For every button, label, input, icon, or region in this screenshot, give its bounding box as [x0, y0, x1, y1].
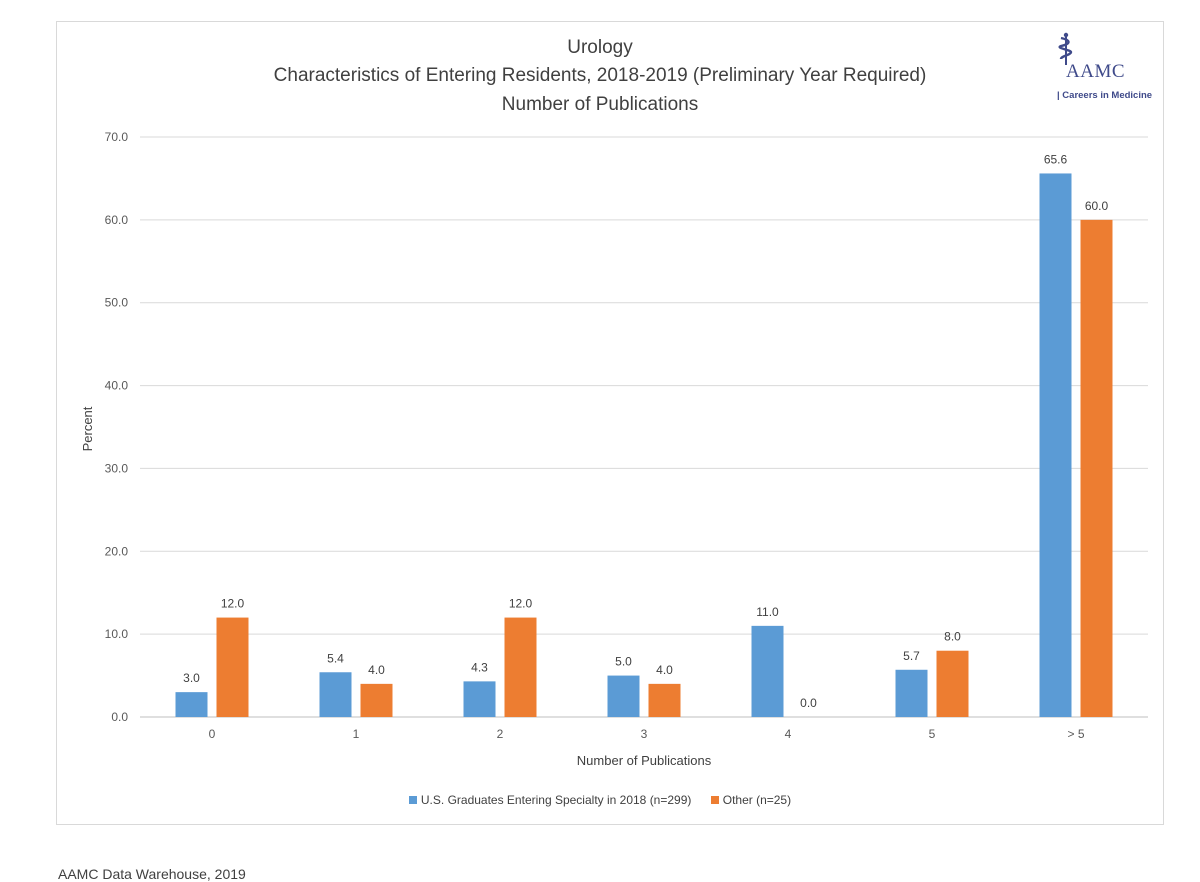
bar-series-1	[463, 681, 496, 717]
bar-series-2	[360, 683, 393, 717]
y-tick-label: 20.0	[105, 544, 129, 558]
legend-label-series-2: Other (n=25)	[722, 793, 792, 807]
data-label: 12.0	[509, 597, 533, 611]
caduceus-icon	[1058, 32, 1073, 65]
data-label: 5.4	[327, 651, 344, 665]
bar-series-2	[648, 683, 681, 717]
legend-label-series-1: U.S. Graduates Entering Specialty in 201…	[420, 793, 692, 807]
data-label: 0.0	[800, 696, 817, 710]
x-tick-label: 2	[497, 727, 504, 741]
x-tick-label: 4	[785, 727, 792, 741]
bar-series-2	[216, 617, 249, 717]
bar-series-1	[895, 669, 928, 717]
y-tick-label: 40.0	[105, 379, 129, 393]
data-label: 8.0	[944, 630, 961, 644]
legend-item-series-1: U.S. Graduates Entering Specialty in 201…	[408, 793, 692, 807]
legend-item-series-2: Other (n=25)	[710, 793, 792, 807]
x-tick-label: 0	[209, 727, 216, 741]
bar-series-2	[504, 617, 537, 717]
x-axis-title: Number of Publications	[577, 753, 712, 768]
bar-series-1	[175, 692, 208, 717]
bar-series-1	[319, 672, 352, 717]
chart-title: Urology	[567, 37, 633, 58]
bar-series-1	[751, 625, 784, 717]
data-label: 4.3	[471, 660, 488, 674]
bar-series-1	[607, 675, 640, 717]
data-label: 5.0	[615, 655, 632, 669]
x-tick-label: 3	[641, 727, 648, 741]
x-tick-label: 5	[929, 727, 936, 741]
data-label: 11.0	[756, 605, 779, 619]
legend-swatch-series-2	[710, 796, 719, 804]
data-label: 3.0	[183, 671, 200, 685]
bar-series-1	[1039, 173, 1072, 717]
y-tick-label: 0.0	[111, 710, 128, 724]
chart-legend: U.S. Graduates Entering Specialty in 201…	[0, 793, 1200, 807]
y-tick-label: 30.0	[105, 461, 129, 475]
x-tick-label: 1	[353, 727, 360, 741]
aamc-logo: AAMC | Careers in Medicine	[1052, 30, 1162, 102]
bar-series-2	[1080, 219, 1113, 717]
data-label: 5.7	[903, 649, 920, 663]
chart-subtitle: Characteristics of Entering Residents, 2…	[273, 65, 927, 86]
y-tick-label: 60.0	[105, 213, 129, 227]
x-tick-label: > 5	[1067, 727, 1084, 741]
logo-org-name: AAMC	[1066, 61, 1126, 82]
data-label: 12.0	[221, 597, 245, 611]
source-note: AAMC Data Warehouse, 2019	[58, 866, 246, 882]
data-label: 60.0	[1085, 199, 1109, 213]
data-label: 4.0	[656, 663, 673, 677]
y-tick-label: 10.0	[105, 627, 129, 641]
bar-series-2	[936, 650, 969, 717]
logo-tagline: | Careers in Medicine	[1057, 90, 1153, 101]
y-tick-label: 50.0	[105, 296, 129, 310]
legend-swatch-series-1	[408, 796, 417, 804]
data-label: 65.6	[1044, 152, 1068, 166]
data-label: 4.0	[368, 663, 385, 677]
chart-subtitle-2: Number of Publications	[501, 94, 699, 115]
y-axis-title: Percent	[80, 406, 95, 451]
y-tick-label: 70.0	[105, 130, 129, 144]
